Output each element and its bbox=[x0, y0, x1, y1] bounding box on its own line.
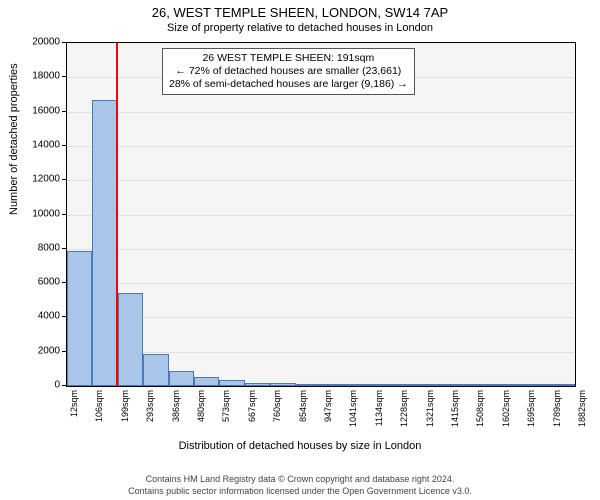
chart-subtitle: Size of property relative to detached ho… bbox=[0, 22, 600, 34]
gridline bbox=[67, 352, 575, 353]
y-tick-label: 12000 bbox=[16, 174, 60, 185]
x-tick-label: 573sqm bbox=[221, 390, 231, 422]
plot-area: 26 WEST TEMPLE SHEEN: 191sqm← 72% of det… bbox=[66, 42, 576, 387]
y-tick-mark bbox=[62, 248, 66, 249]
x-tick-label: 106sqm bbox=[94, 390, 104, 422]
gridline bbox=[67, 283, 575, 284]
x-tick-label: 947sqm bbox=[323, 390, 333, 422]
x-tick-label: 854sqm bbox=[298, 390, 308, 422]
footer-line-1: Contains HM Land Registry data © Crown c… bbox=[0, 474, 600, 484]
gridline bbox=[67, 112, 575, 113]
annotation-line: 26 WEST TEMPLE SHEEN: 191sqm bbox=[169, 52, 408, 65]
chart-title: 26, WEST TEMPLE SHEEN, LONDON, SW14 7AP bbox=[0, 5, 600, 20]
x-tick-label: 199sqm bbox=[120, 390, 130, 422]
x-tick-label: 1415sqm bbox=[450, 390, 460, 427]
histogram-bar bbox=[524, 384, 549, 386]
x-tick-label: 1789sqm bbox=[552, 390, 562, 427]
histogram-bar bbox=[194, 377, 219, 386]
y-tick-mark bbox=[62, 179, 66, 180]
gridline bbox=[67, 146, 575, 147]
y-tick-label: 10000 bbox=[16, 208, 60, 219]
y-tick-label: 4000 bbox=[16, 311, 60, 322]
y-tick-mark bbox=[62, 111, 66, 112]
x-tick-label: 1134sqm bbox=[374, 390, 384, 426]
y-tick-label: 2000 bbox=[16, 345, 60, 356]
x-tick-label: 480sqm bbox=[196, 390, 206, 422]
x-tick-label: 1602sqm bbox=[501, 390, 511, 427]
x-tick-label: 1321sqm bbox=[425, 390, 435, 427]
histogram-bar bbox=[321, 384, 346, 386]
histogram-bar bbox=[219, 380, 244, 386]
histogram-bar bbox=[118, 293, 143, 386]
histogram-bar bbox=[499, 384, 524, 386]
x-tick-label: 1882sqm bbox=[577, 390, 587, 427]
histogram-bar bbox=[245, 383, 270, 386]
y-tick-mark bbox=[62, 316, 66, 317]
gridline bbox=[67, 180, 575, 181]
histogram-bar bbox=[448, 384, 473, 386]
histogram-bar bbox=[143, 354, 168, 386]
x-tick-label: 1041sqm bbox=[348, 390, 358, 427]
gridline bbox=[67, 215, 575, 216]
gridline bbox=[67, 317, 575, 318]
y-tick-label: 14000 bbox=[16, 139, 60, 150]
histogram-bar bbox=[423, 384, 448, 386]
histogram-bar bbox=[67, 251, 92, 386]
footer-line-2: Contains public sector information licen… bbox=[0, 486, 600, 496]
annotation-line: ← 72% of detached houses are smaller (23… bbox=[169, 65, 408, 78]
figure: 26, WEST TEMPLE SHEEN, LONDON, SW14 7AP … bbox=[0, 0, 600, 500]
histogram-bar bbox=[372, 384, 397, 386]
x-axis-label: Distribution of detached houses by size … bbox=[0, 440, 600, 452]
annotation-box: 26 WEST TEMPLE SHEEN: 191sqm← 72% of det… bbox=[162, 48, 415, 95]
y-tick-mark bbox=[62, 42, 66, 43]
gridline bbox=[67, 249, 575, 250]
y-tick-label: 16000 bbox=[16, 105, 60, 116]
histogram-bar bbox=[296, 384, 321, 386]
x-tick-label: 1228sqm bbox=[399, 390, 409, 427]
y-tick-label: 8000 bbox=[16, 242, 60, 253]
x-tick-label: 1695sqm bbox=[526, 390, 536, 427]
x-tick-label: 12sqm bbox=[69, 390, 79, 417]
x-tick-label: 760sqm bbox=[272, 390, 282, 422]
y-tick-mark bbox=[62, 385, 66, 386]
reference-line bbox=[116, 43, 118, 386]
histogram-bar bbox=[473, 384, 498, 386]
y-tick-label: 20000 bbox=[16, 37, 60, 48]
x-tick-label: 1508sqm bbox=[475, 390, 485, 427]
histogram-bar bbox=[346, 384, 371, 386]
annotation-line: 28% of semi-detached houses are larger (… bbox=[169, 78, 408, 91]
y-tick-label: 0 bbox=[16, 380, 60, 391]
x-tick-label: 386sqm bbox=[171, 390, 181, 422]
histogram-bar bbox=[169, 371, 194, 386]
histogram-bar bbox=[397, 384, 422, 386]
histogram-bar bbox=[92, 100, 117, 386]
y-tick-mark bbox=[62, 76, 66, 77]
y-tick-mark bbox=[62, 282, 66, 283]
y-tick-mark bbox=[62, 145, 66, 146]
y-tick-mark bbox=[62, 214, 66, 215]
y-tick-label: 18000 bbox=[16, 71, 60, 82]
y-tick-mark bbox=[62, 351, 66, 352]
histogram-bar bbox=[270, 383, 295, 386]
x-tick-label: 293sqm bbox=[145, 390, 155, 422]
x-tick-label: 667sqm bbox=[247, 390, 257, 422]
y-tick-label: 6000 bbox=[16, 277, 60, 288]
histogram-bar bbox=[550, 384, 575, 386]
